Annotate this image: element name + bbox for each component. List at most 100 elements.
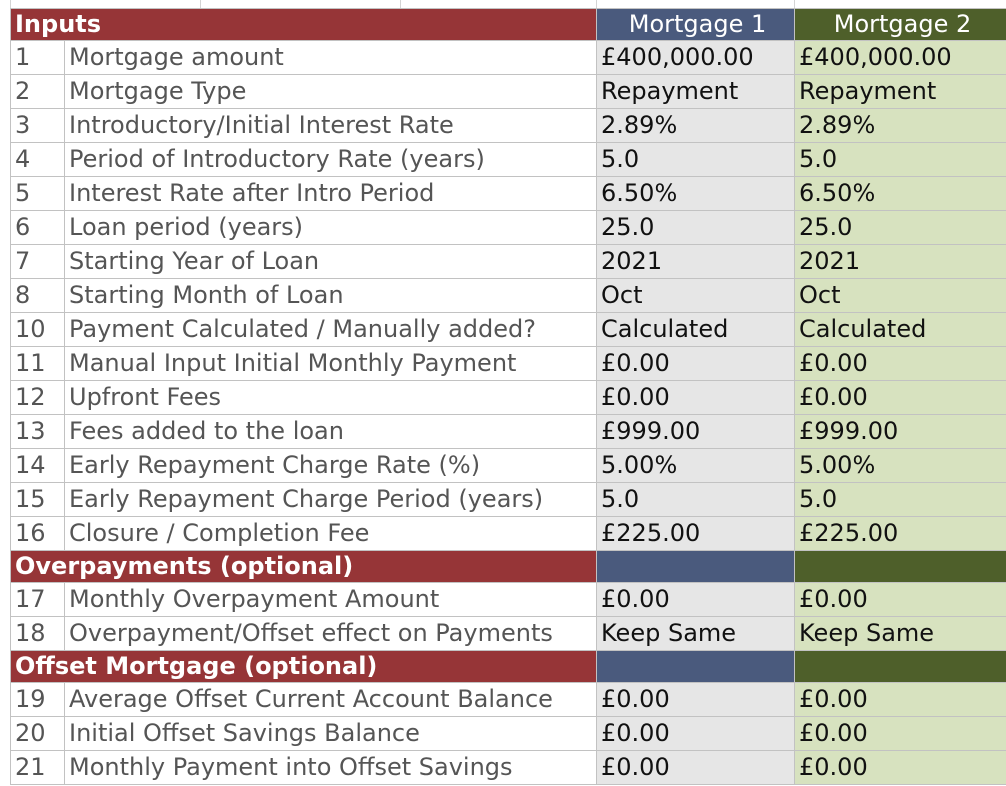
row-label[interactable]: Monthly Payment into Offset Savings bbox=[63, 750, 598, 785]
row-number[interactable]: 14 bbox=[10, 448, 65, 483]
mortgage-2-value-cell[interactable]: £0.00 bbox=[794, 750, 1006, 785]
mortgage-1-value-cell[interactable]: 25.0 bbox=[596, 210, 796, 245]
section-header-offset-mortgage[interactable]: Offset Mortgage (optional) bbox=[9, 650, 598, 683]
row-label[interactable]: Average Offset Current Account Balance bbox=[63, 682, 598, 717]
mortgage-1-value-cell[interactable]: £400,000.00 bbox=[596, 40, 796, 75]
mortgage-1-value-cell[interactable]: Calculated bbox=[596, 312, 796, 347]
section-header-overpayments-mortgage-2-band[interactable] bbox=[794, 550, 1006, 583]
row-label[interactable]: Upfront Fees bbox=[63, 380, 598, 415]
mortgage-1-value-cell[interactable]: 6.50% bbox=[596, 176, 796, 211]
header-row: Inputs Mortgage 1 Mortgage 2 bbox=[9, 8, 1006, 41]
mortgage-2-value-cell[interactable]: £0.00 bbox=[794, 380, 1006, 415]
table-row: 12 Upfront Fees £0.00 £0.00 bbox=[10, 380, 1006, 415]
mortgage-2-value-cell[interactable]: 5.0 bbox=[794, 142, 1006, 177]
mortgage-1-value-cell[interactable]: 2.89% bbox=[596, 108, 796, 143]
row-number[interactable]: 18 bbox=[10, 616, 65, 651]
row-label[interactable]: Introductory/Initial Interest Rate bbox=[63, 108, 598, 143]
section-header-overpayments-mortgage-1-band[interactable] bbox=[596, 550, 796, 583]
row-label[interactable]: Starting Month of Loan bbox=[63, 278, 598, 313]
table-row: 6 Loan period (years) 25.0 25.0 bbox=[10, 210, 1006, 245]
section-header-inputs[interactable]: Inputs bbox=[9, 8, 598, 41]
mortgage-1-value-cell[interactable]: Oct bbox=[596, 278, 796, 313]
mortgage-2-value-cell[interactable]: Repayment bbox=[794, 74, 1006, 109]
table-row: 10 Payment Calculated / Manually added? Ca… bbox=[10, 312, 1006, 347]
row-number[interactable]: 4 bbox=[10, 142, 65, 177]
row-label[interactable]: Mortgage Type bbox=[63, 74, 598, 109]
section-header-overpayments[interactable]: Overpayments (optional) bbox=[9, 550, 598, 583]
row-label[interactable]: Closure / Completion Fee bbox=[63, 516, 598, 551]
mortgage-2-value-cell[interactable]: £0.00 bbox=[794, 682, 1006, 717]
row-number[interactable]: 1 bbox=[10, 40, 65, 75]
row-label[interactable]: Manual Input Initial Monthly Payment bbox=[63, 346, 598, 381]
mortgage-2-value-cell[interactable]: £400,000.00 bbox=[794, 40, 1006, 75]
row-number[interactable]: 12 bbox=[10, 380, 65, 415]
table-row: 4 Period of Introductory Rate (years) 5.0 5… bbox=[10, 142, 1006, 177]
mortgage-1-value-cell[interactable]: £225.00 bbox=[596, 516, 796, 551]
mortgage-1-value-cell[interactable]: 5.0 bbox=[596, 482, 796, 517]
table-row: 21 Monthly Payment into Offset Savings £0.… bbox=[10, 750, 1006, 785]
mortgage-1-value-cell[interactable]: £999.00 bbox=[596, 414, 796, 449]
mortgage-2-value-cell[interactable]: £0.00 bbox=[794, 346, 1006, 381]
row-number[interactable]: 19 bbox=[10, 682, 65, 717]
row-number[interactable]: 3 bbox=[10, 108, 65, 143]
row-number[interactable]: 8 bbox=[10, 278, 65, 313]
mortgage-2-value-cell[interactable]: £0.00 bbox=[794, 716, 1006, 751]
row-label[interactable]: Period of Introductory Rate (years) bbox=[63, 142, 598, 177]
row-number[interactable]: 20 bbox=[10, 716, 65, 751]
row-number[interactable]: 21 bbox=[10, 750, 65, 785]
mortgage-1-value-cell[interactable]: 2021 bbox=[596, 244, 796, 279]
mortgage-2-value-cell[interactable]: Oct bbox=[794, 278, 1006, 313]
row-label[interactable]: Early Repayment Charge Period (years) bbox=[63, 482, 598, 517]
row-label[interactable]: Fees added to the loan bbox=[63, 414, 598, 449]
row-number[interactable]: 17 bbox=[10, 582, 65, 617]
mortgage-2-value-cell[interactable]: Calculated bbox=[794, 312, 1006, 347]
row-number[interactable]: 10 bbox=[10, 312, 65, 347]
mortgage-1-value-cell[interactable]: £0.00 bbox=[596, 716, 796, 751]
mortgage-2-value-cell[interactable]: £225.00 bbox=[794, 516, 1006, 551]
row-label[interactable]: Initial Offset Savings Balance bbox=[63, 716, 598, 751]
row-number[interactable]: 2 bbox=[10, 74, 65, 109]
mortgage-1-value-cell[interactable]: 5.0 bbox=[596, 142, 796, 177]
mortgage-2-value-cell[interactable]: £999.00 bbox=[794, 414, 1006, 449]
mortgage-2-value-cell[interactable]: 2021 bbox=[794, 244, 1006, 279]
row-number[interactable]: 5 bbox=[10, 176, 65, 211]
mortgage-1-value-cell[interactable]: £0.00 bbox=[596, 346, 796, 381]
row-label[interactable]: Monthly Overpayment Amount bbox=[63, 582, 598, 617]
mortgage-2-value-cell[interactable]: 6.50% bbox=[794, 176, 1006, 211]
row-label[interactable]: Mortgage amount bbox=[63, 40, 598, 75]
column-header-mortgage-1[interactable]: Mortgage 1 bbox=[596, 8, 796, 41]
mortgage-1-value-cell[interactable]: £0.00 bbox=[596, 682, 796, 717]
mortgage-2-value-cell[interactable]: 5.0 bbox=[794, 482, 1006, 517]
section-header-offset-mortgage-mortgage-2-band[interactable] bbox=[794, 650, 1006, 683]
row-number[interactable]: 6 bbox=[10, 210, 65, 245]
mortgage-1-value-cell[interactable]: 5.00% bbox=[596, 448, 796, 483]
row-label[interactable]: Loan period (years) bbox=[63, 210, 598, 245]
row-label[interactable]: Starting Year of Loan bbox=[63, 244, 598, 279]
row-label[interactable]: Early Repayment Charge Rate (%) bbox=[63, 448, 598, 483]
section-header-offset-mortgage-mortgage-1-band[interactable] bbox=[596, 650, 796, 683]
table-row: 8 Starting Month of Loan Oct Oct bbox=[10, 278, 1006, 313]
row-label[interactable]: Overpayment/Offset effect on Payments bbox=[63, 616, 598, 651]
row-number[interactable]: 7 bbox=[10, 244, 65, 279]
row-number[interactable]: 16 bbox=[10, 516, 65, 551]
mortgage-2-value-cell[interactable]: 2.89% bbox=[794, 108, 1006, 143]
mortgage-2-value-cell[interactable]: 25.0 bbox=[794, 210, 1006, 245]
mortgage-2-value-cell[interactable]: 5.00% bbox=[794, 448, 1006, 483]
row-label[interactable]: Interest Rate after Intro Period bbox=[63, 176, 598, 211]
mortgage-1-value-cell[interactable]: Repayment bbox=[596, 74, 796, 109]
mortgage-inputs-sheet: Inputs Mortgage 1 Mortgage 2 1 Mortgage a… bbox=[9, 8, 1006, 785]
mortgage-1-value-cell[interactable]: £0.00 bbox=[596, 750, 796, 785]
sheet-top-gridlines bbox=[0, 0, 1006, 8]
row-number[interactable]: 13 bbox=[10, 414, 65, 449]
mortgage-2-value-cell[interactable]: £0.00 bbox=[794, 582, 1006, 617]
mortgage-2-value-cell[interactable]: Keep Same bbox=[794, 616, 1006, 651]
mortgage-1-value-cell[interactable]: Keep Same bbox=[596, 616, 796, 651]
row-number[interactable]: 11 bbox=[10, 346, 65, 381]
table-row: 14 Early Repayment Charge Rate (%) 5.00% 5.… bbox=[10, 448, 1006, 483]
row-label[interactable]: Payment Calculated / Manually added? bbox=[63, 312, 598, 347]
row-number[interactable]: 15 bbox=[10, 482, 65, 517]
table-row: 19 Average Offset Current Account Balance… bbox=[10, 682, 1006, 717]
column-header-mortgage-2[interactable]: Mortgage 2 bbox=[794, 8, 1006, 41]
mortgage-1-value-cell[interactable]: £0.00 bbox=[596, 582, 796, 617]
mortgage-1-value-cell[interactable]: £0.00 bbox=[596, 380, 796, 415]
